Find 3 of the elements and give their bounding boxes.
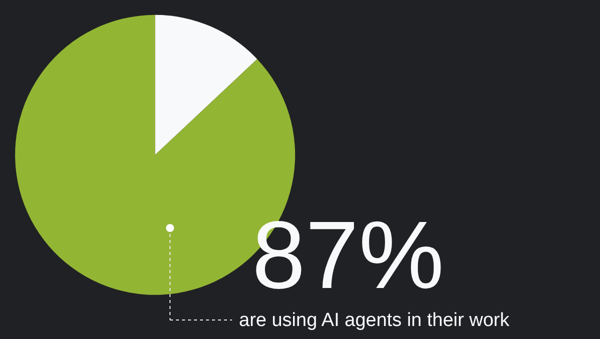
text: are using AI agents in their work: [239, 310, 510, 331]
pie-slice: [155, 14, 258, 155]
data-label: 87%: [252, 202, 444, 309]
